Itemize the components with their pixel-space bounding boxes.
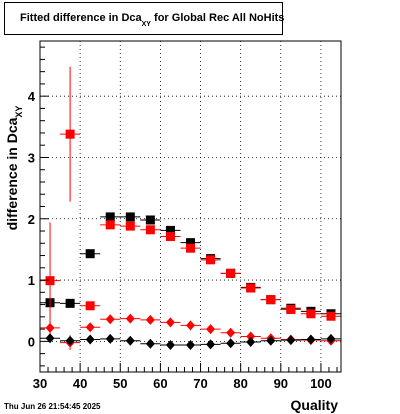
data-point-diamond (206, 339, 216, 350)
chart-title-rest: for Global Rec All NoHits (150, 12, 285, 24)
data-point-diamond (306, 334, 316, 345)
data-point-diamond (266, 335, 276, 346)
data-point-square (186, 238, 195, 248)
data-point-diamond (105, 333, 115, 344)
data-point-diamond (326, 333, 336, 344)
data-point-diamond (105, 314, 115, 325)
x-tick-label: 90 (274, 376, 288, 391)
y-tick-label: 1 (28, 273, 35, 288)
x-tick-label: 50 (113, 376, 127, 391)
y-tick-label: 3 (28, 150, 35, 165)
data-point-diamond (65, 335, 75, 346)
data-point-diamond (45, 322, 55, 333)
chart-title: Fitted difference in DcaXY for Global Re… (20, 12, 285, 28)
data-point-square (85, 301, 95, 311)
data-point-diamond (125, 313, 135, 324)
data-point-square (125, 221, 135, 231)
x-tick-label: 100 (310, 376, 332, 391)
data-point-square (45, 276, 55, 286)
series-3 (40, 333, 341, 351)
x-tick-label: 40 (73, 376, 87, 391)
data-point-diamond (186, 340, 195, 351)
data-point-square (226, 268, 236, 278)
timestamp: Thu Jun 26 21:54:45 2025 (4, 402, 101, 411)
y-axis-label-sub: XY (14, 106, 24, 118)
y-axis-label-group: difference in DcaXY (4, 106, 24, 231)
y-axis-label-main: difference in Dca (4, 117, 20, 230)
x-axis-label: Quality (291, 397, 339, 413)
data-point-diamond (226, 327, 236, 338)
data-point-square (105, 212, 115, 222)
data-point-diamond (145, 338, 155, 349)
data-point-square (306, 309, 316, 319)
x-tick-label: 60 (153, 376, 167, 391)
data-point-diamond (85, 322, 95, 333)
series-0 (40, 212, 341, 319)
data-point-square (105, 220, 115, 230)
data-point-square (286, 304, 296, 314)
data-point-diamond (246, 336, 256, 347)
data-point-square (326, 311, 336, 321)
data-point-diamond (286, 335, 296, 346)
data-point-diamond (206, 324, 216, 335)
data-point-square (125, 212, 135, 222)
data-point-diamond (45, 333, 55, 344)
chart-title-main: Fitted difference in Dca (20, 12, 142, 24)
y-tick-label: 4 (28, 89, 36, 104)
x-tick-label: 30 (33, 376, 47, 391)
data-point-square (85, 249, 95, 259)
data-point-square (165, 225, 175, 235)
data-point-diamond (186, 320, 195, 331)
data-point-square (186, 243, 195, 253)
data-point-diamond (145, 314, 155, 325)
x-tick-label: 80 (233, 376, 247, 391)
series-1 (40, 66, 341, 339)
axes: 30 40 50 60 70 80 90 100 0 1 2 3 4 (28, 46, 338, 391)
data-point-diamond (125, 335, 135, 346)
data-point-square (145, 215, 155, 225)
data-point-square (65, 298, 75, 308)
data-point-diamond (246, 331, 256, 342)
data-point-square (266, 295, 276, 305)
data-point-diamond (85, 334, 95, 345)
data-layer (40, 66, 341, 351)
data-point-diamond (226, 338, 236, 349)
data-point-square (165, 232, 175, 242)
data-point-diamond (165, 317, 175, 328)
chart-title-box: Fitted difference in DcaXY for Global Re… (4, 2, 285, 35)
y-tick-label: 0 (28, 334, 35, 349)
y-axis-label: difference in DcaXY (4, 106, 24, 231)
data-point-square (145, 225, 155, 235)
data-point-diamond (165, 340, 175, 351)
data-point-square (206, 255, 216, 265)
data-point-square (246, 283, 256, 293)
data-point-square (65, 129, 75, 139)
y-tick-label: 2 (28, 212, 35, 227)
x-tick-label: 70 (193, 376, 207, 391)
chart-title-subscript: XY (141, 21, 151, 28)
